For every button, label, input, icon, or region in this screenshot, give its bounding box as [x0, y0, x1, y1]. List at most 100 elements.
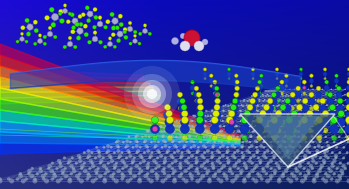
Circle shape — [139, 162, 142, 165]
Circle shape — [51, 162, 54, 165]
Circle shape — [146, 146, 149, 149]
Circle shape — [25, 40, 28, 43]
Circle shape — [256, 116, 263, 123]
Circle shape — [260, 74, 263, 77]
Circle shape — [273, 104, 274, 106]
Circle shape — [215, 99, 218, 103]
Circle shape — [44, 178, 49, 184]
Circle shape — [68, 36, 72, 40]
Circle shape — [183, 146, 185, 149]
Circle shape — [47, 167, 50, 170]
Circle shape — [300, 178, 305, 184]
Circle shape — [121, 174, 125, 178]
Circle shape — [112, 172, 116, 175]
Circle shape — [99, 162, 102, 165]
Circle shape — [281, 139, 285, 143]
Circle shape — [274, 90, 275, 92]
Circle shape — [106, 149, 110, 153]
Circle shape — [138, 177, 141, 181]
Circle shape — [52, 174, 57, 178]
Circle shape — [240, 120, 242, 122]
Circle shape — [176, 120, 178, 122]
Circle shape — [80, 164, 84, 168]
Circle shape — [340, 169, 344, 173]
Circle shape — [180, 114, 185, 118]
Circle shape — [285, 115, 288, 117]
Circle shape — [162, 139, 165, 143]
Circle shape — [319, 134, 322, 138]
Circle shape — [171, 156, 174, 160]
Circle shape — [88, 167, 91, 170]
Circle shape — [88, 40, 91, 44]
Circle shape — [343, 115, 346, 117]
Circle shape — [245, 130, 248, 133]
Circle shape — [51, 22, 56, 27]
Circle shape — [171, 37, 178, 44]
Circle shape — [278, 151, 281, 154]
Circle shape — [127, 169, 132, 173]
Circle shape — [196, 116, 203, 123]
Circle shape — [335, 167, 339, 170]
Circle shape — [253, 129, 257, 132]
Circle shape — [251, 162, 254, 165]
Circle shape — [260, 95, 261, 97]
Circle shape — [103, 177, 106, 181]
Circle shape — [282, 100, 284, 102]
Circle shape — [326, 174, 331, 178]
Circle shape — [314, 121, 318, 125]
Circle shape — [194, 86, 199, 91]
Circle shape — [303, 167, 306, 170]
Circle shape — [278, 90, 280, 92]
Circle shape — [242, 125, 244, 127]
Circle shape — [164, 144, 167, 148]
Circle shape — [265, 95, 267, 97]
Circle shape — [59, 19, 65, 23]
Circle shape — [103, 45, 107, 49]
Circle shape — [257, 85, 262, 90]
Circle shape — [86, 177, 89, 181]
Circle shape — [154, 167, 157, 170]
Circle shape — [216, 159, 220, 163]
Circle shape — [251, 115, 253, 117]
Circle shape — [161, 146, 164, 149]
Circle shape — [203, 151, 206, 154]
Circle shape — [124, 35, 128, 40]
Circle shape — [204, 120, 207, 122]
Circle shape — [258, 174, 262, 178]
Circle shape — [304, 115, 306, 117]
Circle shape — [34, 42, 37, 46]
Circle shape — [257, 104, 259, 106]
Circle shape — [154, 144, 158, 148]
Circle shape — [285, 149, 289, 153]
Circle shape — [288, 125, 291, 128]
Circle shape — [276, 164, 281, 168]
Circle shape — [144, 144, 148, 148]
Circle shape — [235, 99, 239, 103]
Circle shape — [150, 151, 154, 154]
Circle shape — [235, 80, 239, 84]
Circle shape — [234, 125, 237, 128]
Circle shape — [214, 172, 217, 175]
Circle shape — [125, 144, 129, 148]
Circle shape — [302, 134, 305, 138]
Circle shape — [98, 174, 103, 178]
Circle shape — [273, 109, 275, 111]
Circle shape — [245, 115, 247, 117]
Circle shape — [337, 104, 339, 106]
Circle shape — [277, 177, 281, 181]
Circle shape — [222, 109, 224, 111]
Circle shape — [285, 95, 287, 97]
Circle shape — [185, 141, 188, 143]
Circle shape — [346, 98, 349, 105]
Circle shape — [310, 104, 312, 106]
Circle shape — [180, 41, 190, 51]
Circle shape — [337, 174, 342, 178]
Circle shape — [85, 6, 89, 10]
Circle shape — [284, 130, 287, 133]
Circle shape — [302, 85, 307, 90]
Circle shape — [249, 156, 252, 160]
Circle shape — [263, 136, 266, 138]
Circle shape — [211, 109, 213, 111]
Circle shape — [275, 149, 280, 153]
Circle shape — [275, 162, 278, 165]
